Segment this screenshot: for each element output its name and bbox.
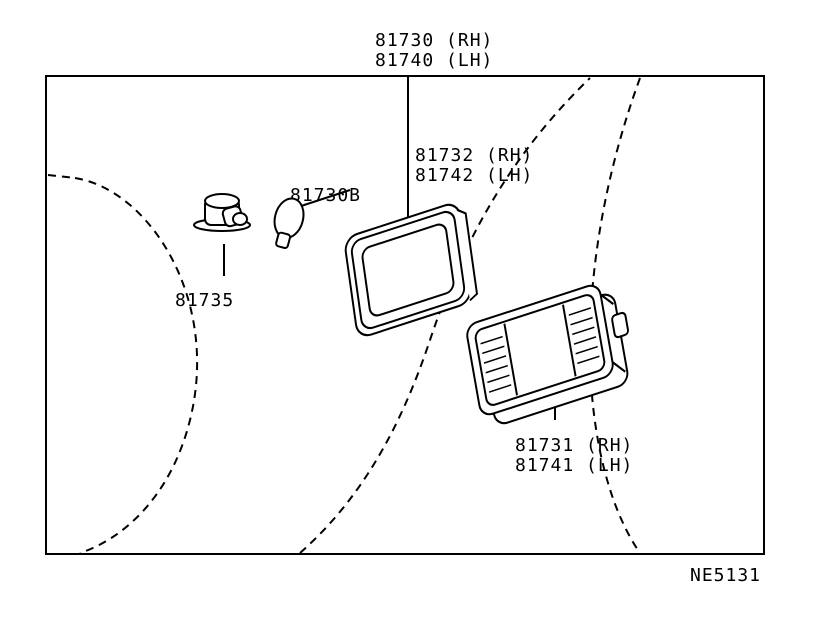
diagram-svg [0,0,816,638]
diagram-canvas: 81730 (RH) 81740 (LH) 81732 (RH) 81742 (… [0,0,816,638]
